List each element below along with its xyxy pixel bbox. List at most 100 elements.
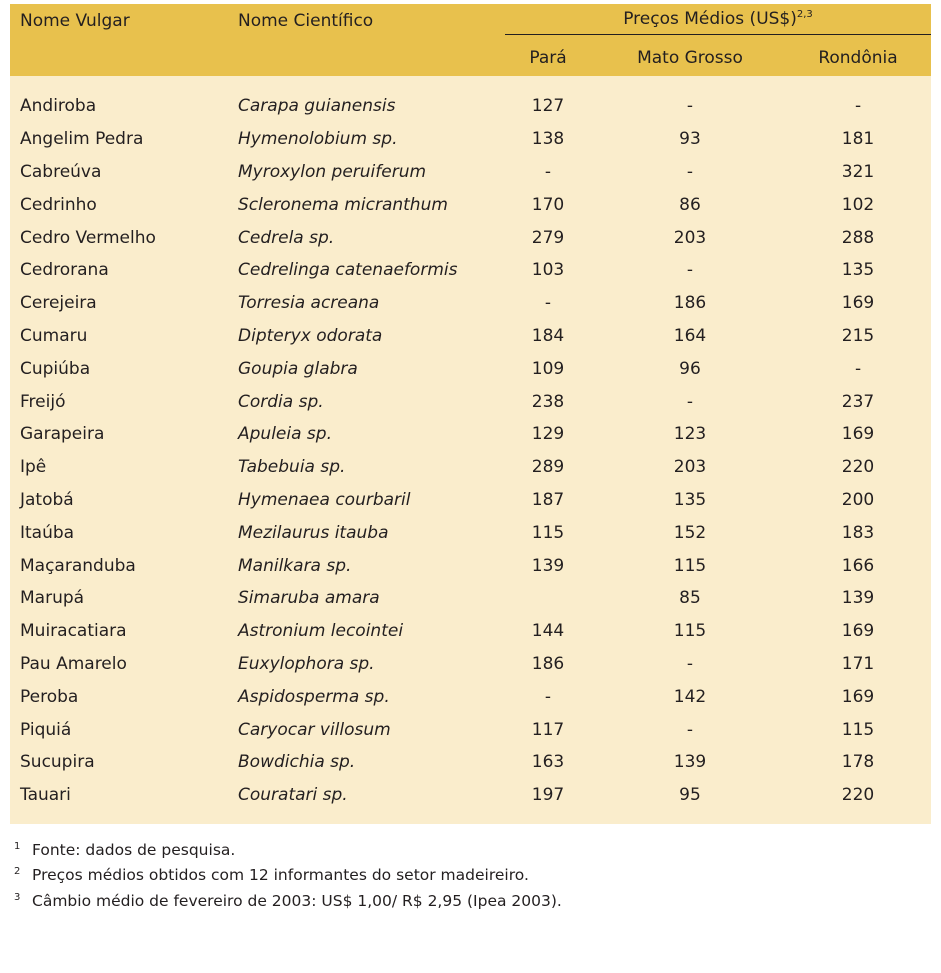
scientific-name-cell: Cordia sp. [230, 385, 501, 418]
table-row: Marupá Simaruba amara 85 139 [10, 581, 932, 615]
header-para: Pará [501, 40, 595, 76]
price-para-cell: 144 [501, 614, 595, 648]
header-rondonia: Rondônia [785, 40, 932, 76]
price-mato-grosso-cell: 115 [595, 614, 785, 648]
footnote-2: 2 Preços médios obtidos com 12 informante… [10, 861, 931, 887]
table-row: Cumaru Dipteryx odorata 184 164 215 [10, 319, 932, 353]
price-mato-grosso-cell: 152 [595, 516, 785, 550]
price-rondonia-cell: - [785, 352, 932, 386]
common-name-cell: Tauari [10, 778, 230, 812]
price-para-cell: 238 [501, 385, 595, 418]
header-mato-grosso: Mato Grosso [595, 40, 785, 76]
price-table-container: Nome Vulgar Nome Científico Preços Médio… [10, 4, 932, 913]
table-row: Muiracatiara Astronium lecointei 144 115 169 [10, 614, 932, 648]
price-mato-grosso-cell: 95 [595, 778, 785, 812]
scientific-name-cell: Astronium lecointei [230, 614, 501, 648]
table-row: Peroba Aspidosperma sp. -142 169 [10, 680, 932, 714]
price-rondonia-cell: 169 [785, 286, 932, 320]
price-mato-grosso-cell: 86 [595, 188, 785, 222]
footnote-2-marker: 2 [14, 866, 21, 878]
price-mato-grosso-cell: 203 [595, 450, 785, 484]
footnote-1-text: Fonte: dados de pesquisa. [32, 840, 236, 859]
price-para-cell: 163 [501, 745, 595, 779]
price-para-cell: 187 [501, 483, 595, 517]
common-name-cell: Garapeira [10, 417, 230, 451]
price-rondonia-cell: 220 [785, 778, 932, 812]
header-scientific-name: Nome Científico [230, 4, 501, 76]
table-row: Maçaranduba Manilkara sp. 139 115 166 [10, 549, 932, 582]
price-para-cell: 279 [501, 221, 595, 254]
price-rondonia-cell: 220 [785, 450, 932, 484]
table-row: Ipê Tabebuia sp. 289 203 220 [10, 450, 932, 484]
scientific-name-cell: Aspidosperma sp. [230, 680, 501, 714]
common-name-cell: Ipê [10, 450, 230, 484]
common-name-cell: Cumaru [10, 319, 230, 353]
price-mato-grosso-cell: - [595, 713, 785, 746]
table-row: Sucupira Bowdichia sp. 163 139 178 [10, 745, 932, 779]
price-group-label: Preços Médios (US$) [623, 9, 797, 29]
common-name-cell: Muiracatiara [10, 614, 230, 648]
common-name-cell: Marupá [10, 581, 230, 615]
price-para-cell: 186 [501, 647, 595, 681]
price-mato-grosso-cell: 85 [595, 581, 785, 615]
footnote-1-marker: 1 [14, 840, 21, 852]
table-row: Cedro Vermelho Cedrela sp. 279 203 288 [10, 221, 932, 254]
table-row: Cabreúva Myroxylon peruiferum - -321 [10, 155, 932, 189]
price-mato-grosso-cell: 115 [595, 549, 785, 582]
scientific-name-cell: Hymenaea courbaril [230, 483, 501, 517]
price-para-cell: 184 [501, 319, 595, 353]
price-mato-grosso-cell: 93 [595, 122, 785, 156]
common-name-cell: Andiroba [10, 90, 230, 123]
scientific-name-cell: Carapa guianensis [230, 90, 501, 123]
footnote-3: 3 Câmbio médio de fevereiro de 2003: US$ … [10, 887, 931, 913]
table-row: Itaúba Mezilaurus itauba 115 152 183 [10, 516, 932, 550]
table-row: Cupiúba Goupia glabra 109 96- [10, 352, 932, 386]
scientific-name-cell: Bowdichia sp. [230, 745, 501, 779]
price-rondonia-cell: 237 [785, 385, 932, 418]
footnote-3-text: Câmbio médio de fevereiro de 2003: US$ 1… [32, 891, 562, 910]
price-mato-grosso-cell: - [595, 647, 785, 681]
price-mato-grosso-cell: 139 [595, 745, 785, 779]
price-para-cell: 139 [501, 549, 595, 582]
price-rondonia-cell: 102 [785, 188, 932, 222]
price-para-cell: - [501, 680, 595, 714]
price-mato-grosso-cell: - [595, 90, 785, 123]
scientific-name-cell: Euxylophora sp. [230, 647, 501, 681]
footnotes: 1 Fonte: dados de pesquisa. 2 Preços médio… [10, 836, 931, 913]
common-name-cell: Cabreúva [10, 155, 230, 189]
common-name-cell: Jatobá [10, 483, 230, 517]
price-rondonia-cell: 171 [785, 647, 932, 681]
common-name-cell: Cerejeira [10, 286, 230, 320]
price-rondonia-cell: 166 [785, 549, 932, 582]
price-mato-grosso-cell: 142 [595, 680, 785, 714]
price-rondonia-cell: 183 [785, 516, 932, 550]
price-para-cell: 289 [501, 450, 595, 484]
common-name-cell: Cedrorana [10, 253, 230, 287]
scientific-name-cell: Cedrela sp. [230, 221, 501, 254]
price-rondonia-cell: 169 [785, 614, 932, 648]
price-para-cell: 117 [501, 713, 595, 746]
price-para-cell: 170 [501, 188, 595, 222]
table-row: Cedrinho Scleronema micranthum 170 86 102 [10, 188, 932, 222]
price-para-cell: 197 [501, 778, 595, 812]
footnote-1: 1 Fonte: dados de pesquisa. [10, 836, 931, 862]
price-group-footnote-ref: 2,3 [796, 9, 813, 20]
common-name-cell: Cedrinho [10, 188, 230, 222]
scientific-name-cell: Myroxylon peruiferum [230, 155, 501, 189]
table-row: Garapeira Apuleia sp. 129 123 169 [10, 417, 932, 451]
price-rondonia-cell: 215 [785, 319, 932, 353]
footnote-3-marker: 3 [14, 891, 21, 903]
price-rondonia-cell: 169 [785, 680, 932, 714]
price-rondonia-cell: 181 [785, 122, 932, 156]
price-para-cell: 115 [501, 516, 595, 550]
table-row: Cedrorana Cedrelinga catenaeformis 103-135 [10, 253, 932, 287]
scientific-name-cell: Tabebuia sp. [230, 450, 501, 484]
price-rondonia-cell: 321 [785, 155, 932, 189]
price-para-cell: - [501, 155, 595, 189]
price-mato-grosso-cell: 164 [595, 319, 785, 353]
scientific-name-cell: Hymenolobium sp. [230, 122, 501, 156]
table-row: Andiroba Carapa guianensis 127- - [10, 90, 932, 123]
table-row: Tauari Couratari sp. 197 95 220 [10, 778, 932, 812]
price-para-cell: 129 [501, 417, 595, 451]
common-name-cell: Cedro Vermelho [10, 221, 230, 254]
